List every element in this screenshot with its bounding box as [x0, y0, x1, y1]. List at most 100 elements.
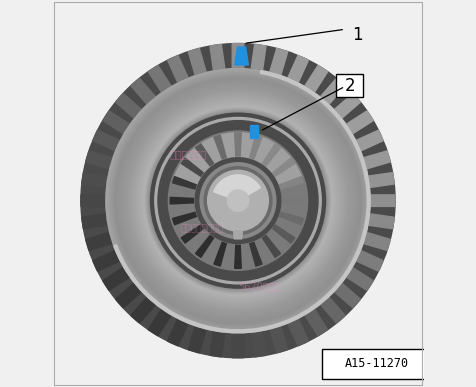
Wedge shape — [136, 99, 340, 302]
Wedge shape — [117, 79, 359, 322]
Wedge shape — [114, 200, 370, 333]
Polygon shape — [103, 267, 130, 290]
Polygon shape — [250, 135, 262, 159]
Wedge shape — [214, 175, 260, 200]
Wedge shape — [140, 103, 336, 299]
Polygon shape — [210, 45, 225, 71]
Wedge shape — [131, 94, 345, 308]
Polygon shape — [305, 308, 327, 336]
Wedge shape — [149, 112, 327, 289]
Wedge shape — [155, 117, 321, 284]
Wedge shape — [143, 106, 333, 295]
Polygon shape — [288, 55, 308, 83]
Polygon shape — [86, 232, 113, 250]
Wedge shape — [112, 75, 364, 327]
Wedge shape — [110, 73, 366, 328]
FancyBboxPatch shape — [322, 349, 433, 379]
Wedge shape — [260, 70, 370, 200]
Polygon shape — [320, 296, 345, 323]
Wedge shape — [146, 109, 330, 293]
FancyBboxPatch shape — [336, 74, 363, 97]
Wedge shape — [115, 77, 361, 324]
Polygon shape — [363, 151, 390, 169]
Circle shape — [208, 170, 268, 231]
Wedge shape — [116, 78, 360, 323]
Polygon shape — [170, 197, 193, 204]
Wedge shape — [111, 74, 365, 327]
Wedge shape — [109, 72, 367, 329]
Wedge shape — [139, 101, 337, 300]
Polygon shape — [368, 173, 394, 188]
Polygon shape — [370, 195, 395, 206]
Polygon shape — [270, 325, 288, 353]
Polygon shape — [131, 78, 156, 104]
Wedge shape — [108, 70, 368, 331]
Polygon shape — [280, 212, 304, 225]
Polygon shape — [273, 225, 295, 243]
Polygon shape — [168, 318, 188, 346]
Polygon shape — [214, 135, 226, 159]
Wedge shape — [133, 95, 343, 306]
Polygon shape — [196, 235, 214, 257]
Wedge shape — [109, 71, 367, 330]
Polygon shape — [172, 176, 196, 189]
Polygon shape — [181, 158, 203, 176]
Polygon shape — [82, 173, 108, 188]
Wedge shape — [113, 76, 363, 325]
Polygon shape — [356, 130, 383, 151]
Polygon shape — [251, 45, 266, 71]
Polygon shape — [363, 232, 390, 250]
Wedge shape — [195, 158, 281, 243]
Polygon shape — [288, 318, 308, 346]
Wedge shape — [118, 80, 358, 321]
Polygon shape — [356, 250, 383, 271]
Polygon shape — [210, 330, 225, 357]
Circle shape — [204, 167, 272, 235]
Polygon shape — [280, 176, 304, 189]
Polygon shape — [346, 111, 373, 134]
Wedge shape — [138, 101, 338, 301]
Wedge shape — [123, 86, 353, 316]
Circle shape — [195, 158, 281, 243]
Polygon shape — [93, 130, 120, 151]
Wedge shape — [148, 110, 328, 291]
Wedge shape — [141, 104, 335, 297]
Circle shape — [81, 44, 395, 358]
Polygon shape — [131, 296, 156, 323]
Polygon shape — [334, 283, 360, 308]
Wedge shape — [119, 81, 357, 320]
Polygon shape — [168, 55, 188, 83]
Polygon shape — [305, 65, 327, 93]
Polygon shape — [232, 44, 244, 68]
Polygon shape — [232, 332, 244, 358]
Wedge shape — [134, 97, 342, 304]
Polygon shape — [262, 144, 280, 166]
Text: 2: 2 — [345, 77, 355, 95]
Polygon shape — [116, 94, 142, 118]
Polygon shape — [196, 144, 214, 166]
Polygon shape — [251, 330, 266, 357]
Polygon shape — [188, 325, 206, 353]
Polygon shape — [81, 195, 106, 206]
Polygon shape — [234, 231, 242, 239]
Wedge shape — [106, 68, 370, 333]
Wedge shape — [127, 89, 349, 312]
Polygon shape — [320, 78, 345, 104]
Text: 微信公众号车问间: 微信公众号车问间 — [181, 225, 224, 234]
Wedge shape — [147, 110, 329, 292]
Wedge shape — [119, 82, 357, 319]
Wedge shape — [130, 92, 346, 309]
Text: A15-11270: A15-11270 — [345, 358, 409, 370]
Polygon shape — [262, 235, 280, 257]
Polygon shape — [116, 283, 142, 308]
Polygon shape — [235, 47, 248, 65]
Wedge shape — [114, 77, 362, 325]
Wedge shape — [127, 90, 349, 311]
Text: 公众号车问间: 公众号车问间 — [169, 149, 207, 159]
Circle shape — [227, 190, 249, 211]
Wedge shape — [150, 113, 326, 288]
Polygon shape — [283, 197, 306, 204]
Polygon shape — [214, 242, 226, 266]
Text: 5620车间群: 5620车间群 — [238, 281, 281, 291]
Wedge shape — [174, 133, 302, 200]
